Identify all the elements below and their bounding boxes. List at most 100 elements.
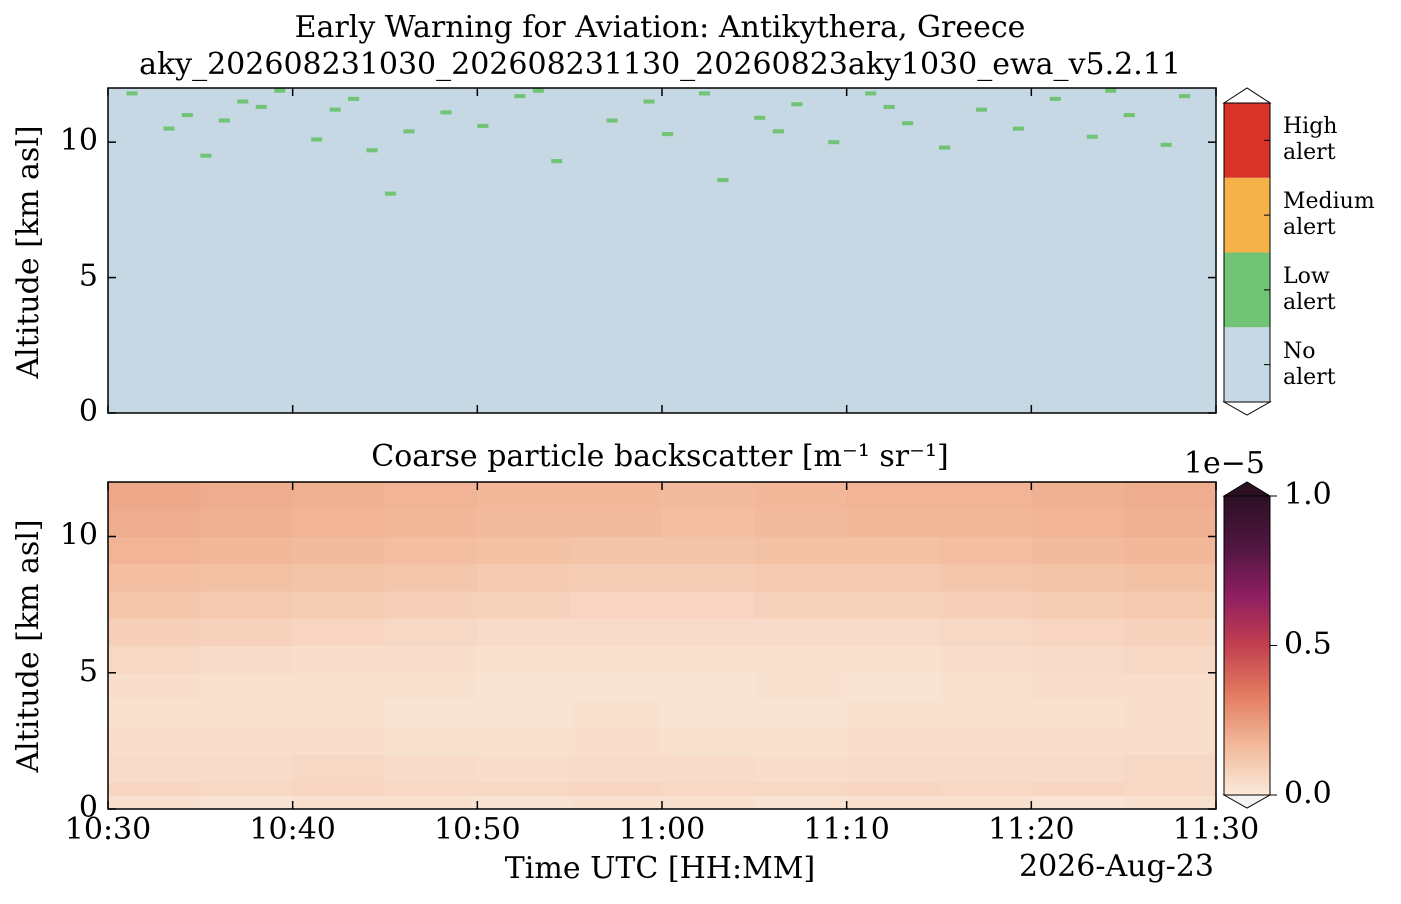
heatmap-cell	[662, 754, 755, 783]
colorbar-segment	[1224, 327, 1270, 402]
heatmap-cell	[200, 509, 294, 537]
alert-cell	[717, 178, 729, 183]
heatmap-cell	[108, 795, 201, 810]
chart-subtitle: aky_202608231030_202608231130_20260823ak…	[139, 47, 1181, 82]
alert-cell	[403, 129, 415, 134]
alert-cell	[329, 107, 341, 112]
heatmap-cell	[662, 795, 755, 810]
heatmap-cell	[662, 781, 755, 796]
heatmap-cell	[477, 536, 571, 565]
heatmap-cell	[754, 563, 848, 592]
heatmap-cell	[662, 536, 755, 565]
alert-cell	[975, 107, 988, 112]
heatmap-cell	[108, 591, 201, 619]
heatmap-cell	[846, 618, 940, 646]
x-tick-label: 11:30	[1173, 812, 1259, 847]
x-tick-label: 11:00	[619, 812, 705, 847]
heatmap-cell	[754, 591, 848, 619]
heatmap-cell	[662, 563, 755, 592]
alert-cell	[772, 129, 784, 134]
colorbar-tick-label: 1.0	[1284, 477, 1332, 512]
heatmap-cell	[662, 591, 755, 619]
heatmap-cell	[569, 727, 663, 755]
heatmap-cell	[385, 700, 478, 728]
y-axis-label: Altitude [km asl]	[11, 519, 46, 773]
date-label: 2026-Aug-23	[1019, 849, 1214, 884]
heatmap-cell	[385, 563, 478, 592]
alert-cell	[163, 126, 175, 131]
heatmap-cell	[292, 618, 386, 646]
heatmap-cell	[108, 781, 201, 796]
heatmap-cell	[292, 482, 386, 510]
heatmap-cell	[662, 672, 755, 701]
heatmap-cell	[662, 618, 755, 646]
heatmap-cell	[200, 591, 294, 619]
heatmap-cell	[108, 618, 201, 646]
heatmap-cell	[108, 700, 201, 728]
colorbar-tick-label: 0.5	[1284, 627, 1332, 662]
heatmap-cell	[1031, 509, 1125, 537]
heatmap-cell	[846, 536, 940, 565]
heatmap-cell	[1123, 700, 1217, 728]
alert-cell	[477, 123, 489, 128]
alert-cell	[662, 132, 674, 137]
heatmap-cell	[1031, 700, 1125, 728]
heatmap-cell	[754, 795, 848, 810]
heatmap-cell	[477, 795, 571, 810]
heatmap-cell	[1031, 618, 1125, 646]
colorbar-segment	[1224, 177, 1270, 253]
colorbar-extend	[1222, 481, 1272, 497]
heatmap-cell	[1123, 591, 1217, 619]
heatmap-cell	[108, 536, 201, 565]
heatmap-cell	[385, 536, 478, 565]
heatmap-cell	[939, 672, 1032, 701]
alert-cell	[366, 148, 378, 153]
heatmap-cell	[292, 727, 386, 755]
y-tick-label: 10	[60, 518, 98, 553]
heatmap-cell	[1031, 727, 1125, 755]
heatmap-cell	[1031, 591, 1125, 619]
heatmap-cell	[292, 563, 386, 592]
y-tick-label: 5	[79, 259, 98, 294]
heatmap-cell	[846, 672, 940, 701]
heatmap-cell	[108, 482, 201, 510]
alert-cell	[348, 96, 360, 101]
colorbar-extend	[1222, 794, 1272, 809]
heatmap-cell	[200, 618, 294, 646]
heatmap-cell	[385, 781, 478, 796]
heatmap-cell	[939, 645, 1032, 674]
heatmap-cell	[939, 563, 1032, 592]
heatmap-cell	[477, 563, 571, 592]
heatmap-cell	[200, 482, 294, 510]
heatmap-cell	[569, 536, 663, 565]
heatmap-cell	[846, 727, 940, 755]
heatmap-cell	[477, 672, 571, 701]
alert-cell	[514, 94, 526, 99]
heatmap-cell	[1123, 645, 1217, 674]
heatmap-cell	[385, 754, 478, 783]
heatmap-cell	[569, 645, 663, 674]
heatmap-cell	[754, 754, 848, 783]
heatmap-cell	[1031, 482, 1125, 510]
heatmap-cell	[200, 672, 294, 701]
alert-cell	[754, 115, 766, 120]
heatmap-cell	[108, 563, 201, 592]
alert-cell	[200, 153, 212, 158]
heatmap-cell	[569, 754, 663, 783]
x-tick-label: 11:10	[803, 812, 889, 847]
alert-cell	[181, 113, 193, 118]
heatmap-cell	[108, 672, 201, 701]
heatmap-cell	[477, 509, 571, 537]
heatmap-cell	[939, 591, 1032, 619]
y-tick-label: 10	[60, 123, 98, 158]
heatmap-cell	[108, 754, 201, 783]
alert-cell	[126, 91, 138, 96]
heatmap-cell	[385, 672, 478, 701]
heatmap-cell	[846, 795, 940, 810]
heatmap-cell	[477, 754, 571, 783]
alert-cell	[218, 118, 230, 123]
heatmap-cell	[846, 509, 940, 537]
heatmap-cell	[1123, 509, 1217, 537]
x-axis-label: Time UTC [HH:MM]	[505, 851, 815, 886]
heatmap-cell	[108, 727, 201, 755]
